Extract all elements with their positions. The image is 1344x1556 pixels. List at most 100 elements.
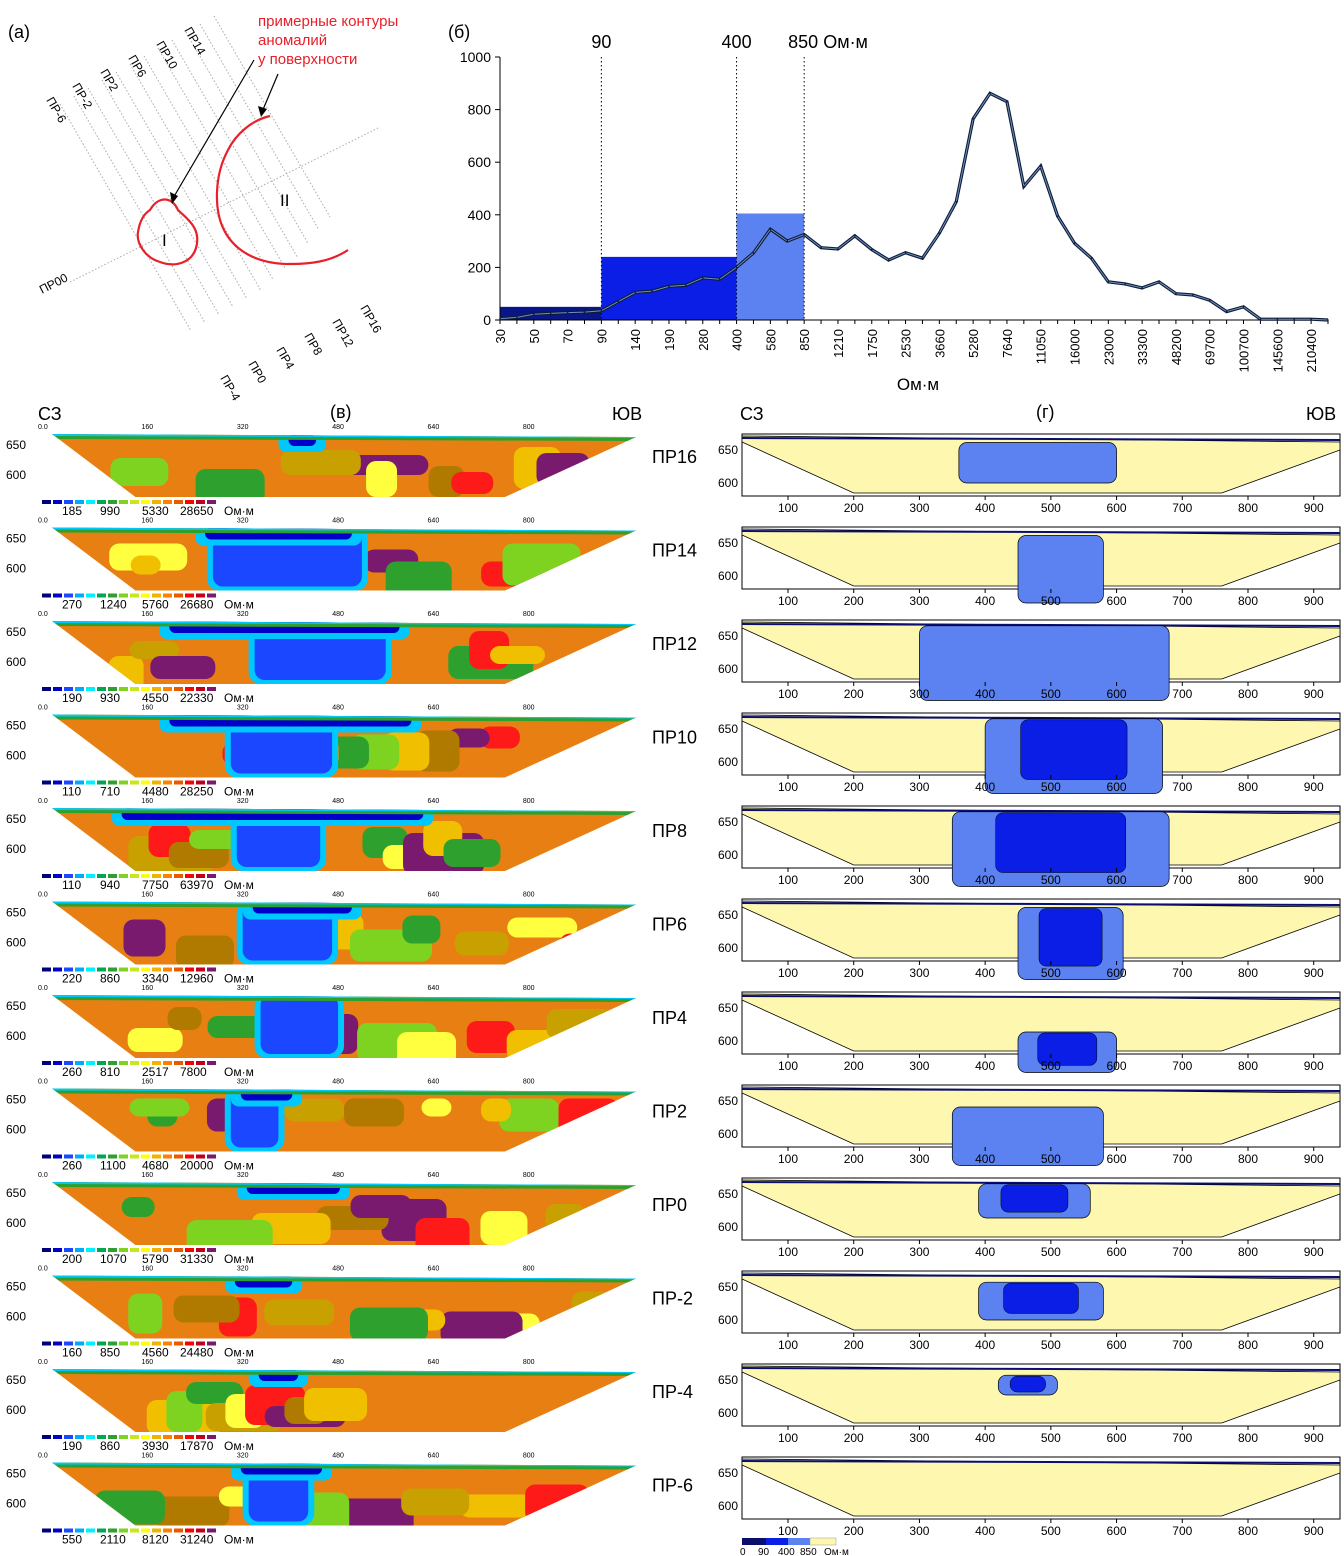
scale-swatch-ПР0-8: [130, 1248, 139, 1252]
xtick-label-ПР4-300: 300: [909, 1059, 929, 1073]
top-tick-ПР14-4: 640: [428, 518, 440, 525]
xtick-label-ПР8-400: 400: [975, 873, 995, 887]
scale-swatch-ПР4-7: [119, 1061, 128, 1065]
panel-d-legend: 0 90 400 850 Ом·м: [740, 1537, 849, 1556]
top-tick-ПР2-0: 0.0: [38, 1079, 48, 1086]
scale-swatch-ПР8-8: [130, 874, 139, 878]
top-tick-ПР14-1: 160: [142, 518, 154, 525]
legend-swatch-2: [788, 1538, 810, 1545]
xtick-label-ПР-2-500: 500: [1041, 1338, 1061, 1352]
scale-swatch-ПР14-14: [196, 593, 205, 598]
scale-swatch-ПР8-12: [174, 874, 183, 878]
surface-cyan-ПР4: [52, 995, 636, 999]
xtick-label-ПР-6-900: 900: [1304, 1524, 1324, 1538]
section-ПР-6: 0.0 160 320 480 640 800 650 600 550 2110 8120 31240…: [6, 1453, 693, 1547]
blob-ПР14-6: [502, 543, 581, 586]
top-tick-ПР0-3: 480: [332, 1172, 344, 1179]
scale-swatch-ПР6-1: [53, 967, 62, 972]
scale-label-ПР8-0: 110: [62, 878, 81, 892]
xtick-label-ПР6-800: 800: [1238, 966, 1258, 980]
scale-swatch-ПР4-3: [75, 1061, 84, 1065]
panel-b-label: (б): [448, 22, 470, 42]
scale-swatch-ПР-4-14: [196, 1435, 205, 1439]
scale-swatch-ПР10-10: [152, 780, 161, 785]
blob-ПР2-4: [558, 1098, 619, 1137]
top-tick-ПР4-3: 480: [332, 985, 344, 992]
curve-inner: [499, 92, 1329, 321]
curve-point-31: [1023, 185, 1025, 188]
scale-swatch-ПР0-0: [42, 1248, 51, 1252]
scale-swatch-ПР12-12: [174, 687, 183, 691]
profile-line-9: [185, 31, 309, 244]
curve-point-47: [1293, 318, 1296, 321]
annotation-line-2: аномалий: [258, 32, 327, 49]
xtick-label-ПР6-300: 300: [909, 966, 929, 980]
scale-swatch-ПР10-6: [108, 780, 117, 785]
xtick-label-ПР-2-800: 800: [1238, 1338, 1258, 1352]
ytick-650-ПР14: 650: [718, 536, 738, 550]
xtick-label-ПР-2-700: 700: [1172, 1338, 1192, 1352]
zone-core-ПР10-0: [1020, 719, 1128, 780]
zone-core-ПР4-0: [1037, 1032, 1098, 1066]
scale-swatch-ПР16-3: [75, 500, 84, 504]
scale-unit-ПР12: Ом·м: [224, 691, 254, 705]
scale-swatch-ПР12-4: [86, 687, 95, 691]
xtick-label-ПР2-700: 700: [1172, 1152, 1192, 1166]
top-tick-ПР16-5: 800: [523, 424, 535, 431]
blob-ПР-2-6: [128, 1293, 163, 1334]
scale-swatch-ПР8-0: [42, 874, 51, 878]
zone-rect-1: [601, 256, 737, 320]
scale-swatch-ПР12-9: [141, 687, 150, 691]
scale-label-ПР10-0: 110: [62, 785, 81, 799]
legend-swatch-1: [766, 1538, 788, 1545]
scale-swatch-ПР10-11: [163, 780, 172, 785]
top-tick-ПР-6-1: 160: [142, 1453, 154, 1460]
scale-label-ПР14-3: 26680: [180, 598, 214, 612]
scale-swatch-ПР4-15: [207, 1061, 216, 1065]
zone-core-ПР0-0: [1000, 1184, 1069, 1213]
blob-ПР2-6: [344, 1098, 404, 1127]
top-tick-ПР14-0: 0.0: [38, 518, 48, 525]
xtick-label-ПР10-400: 400: [975, 780, 995, 794]
blob-ПР-6-1: [335, 1498, 414, 1526]
top-tick-ПР10-2: 320: [237, 705, 249, 712]
xtick-label-ПР6-900: 900: [1304, 966, 1324, 980]
xtick-label-ПР0-100: 100: [778, 1245, 798, 1259]
scale-swatch-ПР-4-2: [64, 1435, 73, 1439]
ytick-600-ПР-4: 600: [718, 1406, 738, 1420]
x-tick-label-90: 90: [594, 329, 609, 343]
scale-swatch-ПР8-6: [108, 874, 117, 878]
scale-swatch-ПР-4-5: [97, 1435, 106, 1439]
surface-cyan-ПР16: [52, 434, 636, 438]
scale-unit-ПР8: Ом·м: [224, 878, 254, 892]
blob-ПР10-0: [479, 726, 520, 749]
scale-swatch-ПР0-13: [185, 1248, 194, 1252]
xtick-label-ПР-2-400: 400: [975, 1338, 995, 1352]
scale-swatch-ПР12-3: [75, 687, 84, 691]
scale-swatch-ПР-4-1: [53, 1435, 62, 1439]
scale-swatch-ПР14-11: [163, 593, 172, 598]
top-tick-ПР8-5: 800: [523, 798, 535, 805]
xtick-label-ПР4-200: 200: [844, 1059, 864, 1073]
curve-point-39: [1158, 281, 1160, 283]
scale-swatch-ПР-6-10: [152, 1528, 161, 1533]
xtick-label-ПР14-900: 900: [1304, 594, 1324, 608]
ytick-600-ПР6: 600: [6, 936, 26, 950]
xtick-label-ПР-2-200: 200: [844, 1338, 864, 1352]
scale-swatch-ПР16-2: [64, 500, 73, 504]
xtick-label-ПР0-400: 400: [975, 1245, 995, 1259]
x-tick-label-1750: 1750: [865, 329, 880, 358]
scale-swatch-ПР4-1: [53, 1061, 62, 1065]
scale-swatch-ПР14-0: [42, 593, 51, 598]
xtick-label-ПР2-500: 500: [1041, 1152, 1061, 1166]
scale-label-ПР0-0: 200: [62, 1252, 82, 1266]
panel-c-left-label: СЗ: [38, 404, 62, 424]
scale-swatch-ПР-6-6: [108, 1528, 117, 1533]
ytick-650-ПР2: 650: [6, 1093, 26, 1107]
profile-label-bottom-4: ПР12: [329, 317, 356, 350]
xtick-label-ПР6-100: 100: [778, 966, 798, 980]
section-name-ПР2: ПР2: [652, 1102, 687, 1122]
xtick-label-ПР14-400: 400: [975, 594, 995, 608]
xtick-label-ПР10-100: 100: [778, 780, 798, 794]
xtick-label-ПР2-900: 900: [1304, 1152, 1324, 1166]
